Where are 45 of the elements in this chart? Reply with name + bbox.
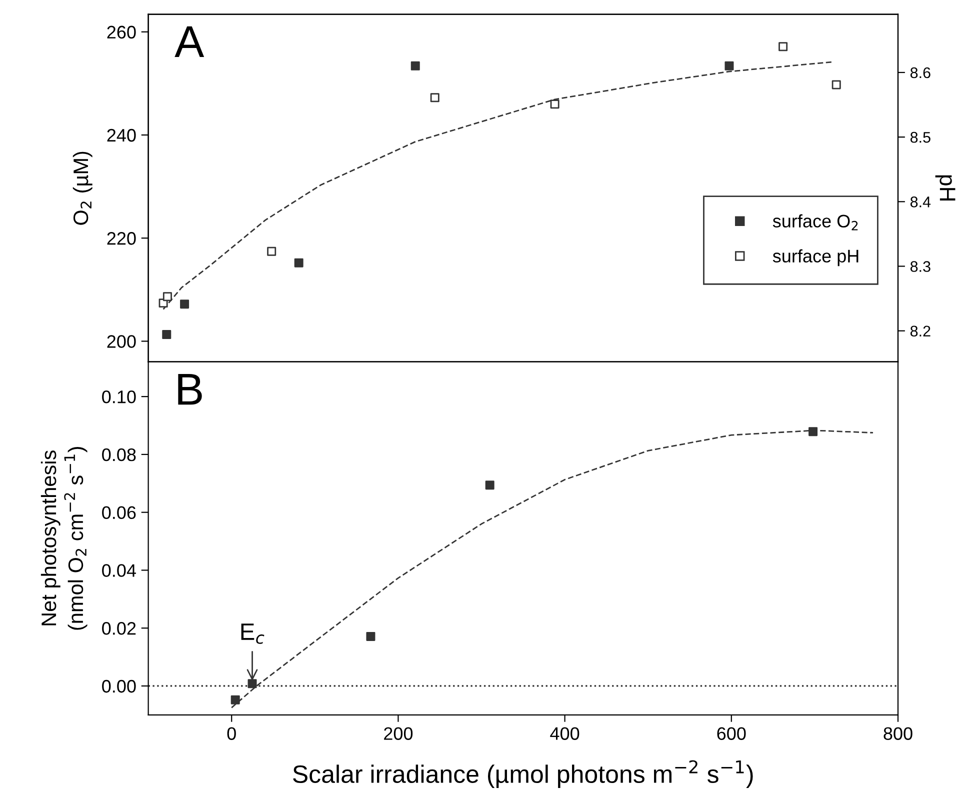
y-tick-label: 0.08 bbox=[102, 448, 136, 462]
y2-axis-title: pH bbox=[935, 175, 956, 200]
point bbox=[550, 100, 560, 109]
y-tick-label: 220 bbox=[107, 232, 136, 245]
y-axis-title: O$_{2}$ (µM) bbox=[72, 152, 92, 225]
legend-label: surface pH bbox=[772, 249, 858, 266]
point bbox=[410, 61, 420, 70]
y-tick-label: 240 bbox=[107, 128, 136, 142]
y2-tick-label: 8.4 bbox=[910, 196, 931, 208]
point bbox=[162, 330, 172, 340]
x-tick-label: 200 bbox=[384, 727, 413, 740]
y-axis-title: Net photosynthesis (nmol O$_{2}$ cm$^{−2}$ s$^{−1}$) bbox=[40, 447, 88, 630]
y2-tick-label: 8.3 bbox=[910, 261, 930, 272]
point bbox=[230, 695, 240, 704]
y-tick-label: 0.00 bbox=[102, 680, 136, 693]
point bbox=[294, 258, 304, 268]
y-tick-label: 260 bbox=[107, 26, 136, 39]
x-tick-label: 400 bbox=[550, 727, 580, 740]
point bbox=[808, 427, 818, 436]
chart-title: B bbox=[178, 374, 202, 405]
point bbox=[267, 246, 276, 256]
point bbox=[180, 300, 190, 309]
x-tick-label: 600 bbox=[717, 727, 746, 740]
annotation: E$_{c}$ bbox=[241, 624, 264, 644]
y-tick-label: 200 bbox=[107, 335, 136, 348]
y-tick-label: 0.02 bbox=[102, 622, 136, 635]
y-tick-label: 0.06 bbox=[102, 506, 136, 520]
point bbox=[724, 61, 734, 70]
x-tick-label: 0 bbox=[227, 727, 236, 740]
point bbox=[485, 480, 494, 490]
x-tick-label: 800 bbox=[884, 727, 912, 740]
chart-title: A bbox=[174, 26, 204, 57]
y2-tick-label: 8.2 bbox=[910, 326, 930, 337]
x-axis-title: Scalar irradiance (µmol photons m$^{−2}$ s$^{−1}$) bbox=[293, 760, 753, 788]
y2-tick-label: 8.6 bbox=[910, 67, 930, 78]
y-tick-label: 0.10 bbox=[102, 390, 136, 404]
legend-label: surface O$_{2}$ bbox=[772, 214, 858, 230]
point bbox=[248, 679, 257, 688]
point bbox=[162, 292, 172, 302]
y-tick-label: 0.04 bbox=[102, 564, 136, 577]
point bbox=[366, 632, 376, 641]
point bbox=[832, 80, 841, 90]
point bbox=[778, 42, 788, 52]
y2-tick-label: 8.5 bbox=[910, 132, 930, 143]
point bbox=[430, 93, 440, 102]
